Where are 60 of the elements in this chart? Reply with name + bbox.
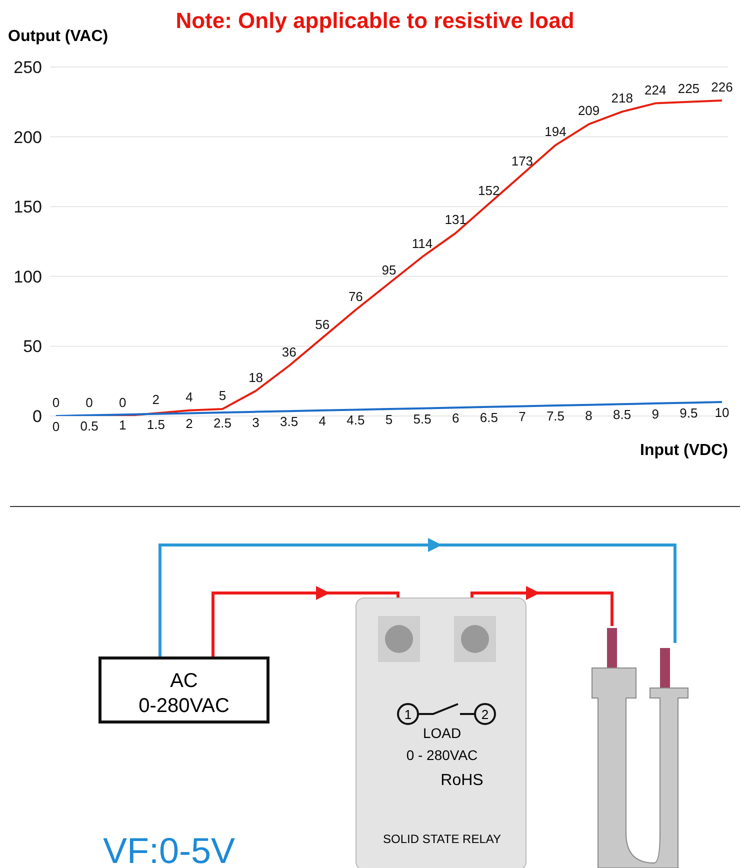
data-label: 226 [711,80,733,95]
data-label: 0.5 [80,418,98,434]
data-label: 5 [218,388,226,404]
data-label: 114 [412,236,433,251]
x-axis-title: Input (VDC) [640,442,728,460]
data-label: 0 [118,395,126,410]
text: 1 [404,707,412,722]
data-label: 2 [152,392,160,408]
data-label: 10 [714,405,730,420]
data-label: 2.5 [213,416,232,431]
y-tick-label: 250 [14,58,42,78]
data-label: 0 [52,419,60,434]
y-tick-label: 200 [14,128,42,147]
y-tick-label: 100 [14,267,42,286]
data-label: 131 [444,212,466,228]
data-label: 8.5 [613,407,632,422]
data-label: 0 [86,395,93,410]
y-tick-label: 0 [32,407,42,426]
data-label: 152 [478,182,500,198]
data-label: 224 [644,82,666,98]
data-label: 4 [318,413,326,428]
data-label: 194 [544,124,566,140]
data-label: 56 [315,316,330,332]
data-label: 9.5 [680,406,698,421]
data-label: 18 [248,370,264,385]
data-label: 2 [186,416,193,432]
text: LOAD [422,725,462,741]
data-label: 4 [186,389,193,404]
data-label: 36 [282,344,296,360]
data-label: 173 [511,153,534,168]
text: AC [170,670,198,692]
data-label: 3.5 [280,414,298,430]
data-label: 225 [678,80,700,96]
data-label: 6.5 [480,410,498,425]
data-label: 95 [382,262,396,278]
data-label: 76 [348,288,363,304]
data-label: 7 [518,409,526,424]
text: VF:0-5V [103,830,236,868]
data-label: 1 [118,418,126,433]
data-label: 5.5 [413,411,432,426]
data-label: 7.5 [546,408,565,424]
data-label: 5 [385,412,393,428]
y-tick-label: 50 [23,337,42,356]
text: 0 - 280VAC [406,747,478,763]
text: 0-280VAC [138,695,230,717]
data-label: 8 [585,408,592,423]
chart-title: Note: Only applicable to resistive load [176,8,574,33]
text: SOLID STATE RELAY [382,832,502,846]
text: 2 [481,707,489,722]
data-label: 0 [52,395,60,410]
y-tick-label: 150 [14,198,42,217]
data-label: 4.5 [346,412,365,428]
data-label: 9 [652,406,660,422]
data-label: 1.5 [146,416,165,432]
y-axis-title: Output (VAC) [8,28,108,46]
text: RoHS [440,772,484,789]
data-label: 6 [452,410,460,426]
data-label: 218 [611,90,633,106]
data-label: 209 [578,103,600,118]
data-label: 3 [252,414,260,430]
